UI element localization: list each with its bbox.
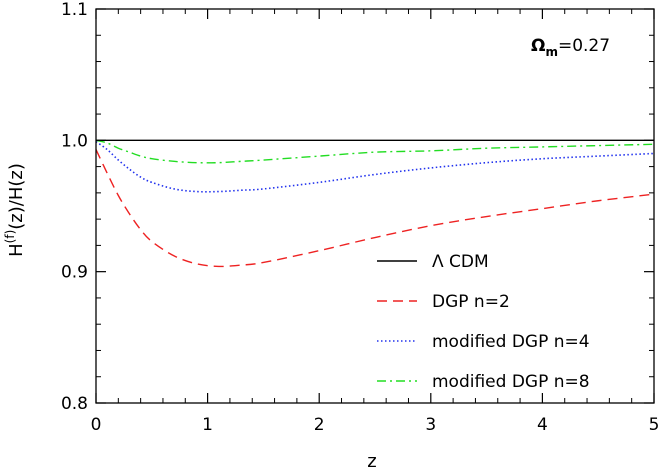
x-tick-label: 3 <box>425 415 436 435</box>
plot-frame <box>95 8 655 404</box>
y-tick-label: 1.1 <box>61 0 88 20</box>
y-axis-label-base: H <box>6 243 27 257</box>
series-lines <box>95 139 655 268</box>
series-line-2 <box>95 140 655 193</box>
y-axis-label-rest: (z)/H(z) <box>6 163 27 230</box>
x-tick-label: 5 <box>649 415 658 435</box>
x-tick-label: 0 <box>91 415 102 435</box>
series-line-1 <box>95 149 655 268</box>
axis-ticks: 0 1 2 3 4 5 0.8 0.9 1.0 1.1 <box>61 0 658 435</box>
legend-label-3: modified DGP n=8 <box>432 372 590 392</box>
y-axis-label-superscript: (f) <box>3 230 17 244</box>
annotation-value: =0.27 <box>558 36 610 56</box>
annotation-subscript: m <box>545 45 558 59</box>
x-tick-label: 2 <box>314 415 325 435</box>
legend-label-2: modified DGP n=4 <box>432 332 590 352</box>
annotation-symbol: Ω <box>531 36 545 56</box>
x-tick-label: 4 <box>537 415 548 435</box>
y-axis-label: H(f)(z)/H(z) <box>3 163 27 257</box>
x-axis-label: z <box>367 451 376 472</box>
y-tick-label: 0.8 <box>61 394 88 414</box>
legend-label-0: Λ CDM <box>432 252 489 272</box>
y-tick-label: 0.9 <box>61 263 88 283</box>
legend: Λ CDM DGP n=2 modified DGP n=4 modified DGP… <box>377 252 590 392</box>
annotation-omega-m: Ωm=0.27 <box>531 36 610 59</box>
legend-label-1: DGP n=2 <box>432 292 510 312</box>
x-tick-label: 1 <box>202 415 213 435</box>
y-tick-label: 1.0 <box>61 131 88 151</box>
series-line-3 <box>95 139 655 164</box>
